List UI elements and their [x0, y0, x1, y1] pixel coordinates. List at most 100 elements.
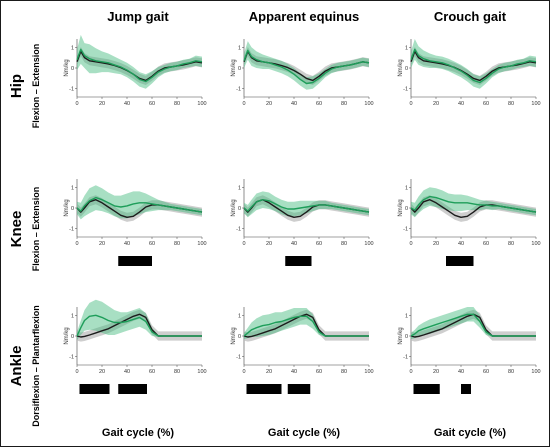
x-tick-label: 100 [197, 101, 206, 107]
group-line [243, 199, 370, 213]
y-tick-label: 0 [238, 66, 241, 72]
x-tick-label: 40 [291, 241, 297, 247]
significance-bar [285, 256, 312, 266]
reference-band [411, 309, 536, 342]
group-line [410, 48, 537, 84]
x-tick-label: 40 [291, 369, 297, 375]
reference-band [77, 309, 202, 342]
group-line [410, 195, 537, 213]
y-tick-label: 0 [405, 334, 408, 340]
x-tick-label: 60 [316, 241, 322, 247]
y-tick-label: 0 [71, 334, 74, 340]
y-tick-label: 1 [405, 313, 408, 319]
group-line [76, 48, 203, 83]
reference-band [411, 195, 536, 222]
row-subtitle-knee: Flexion – Extension [31, 187, 41, 272]
row-subtitle-ankle: Dorsiflexion – Plantarflexion [31, 305, 41, 427]
x-tick-label: 100 [197, 241, 206, 247]
reference-band [244, 195, 369, 222]
y-tick-label: 1 [238, 45, 241, 51]
group-band [244, 308, 369, 340]
significance-bar [246, 384, 282, 394]
x-tick-label: 0 [409, 369, 412, 375]
x-tick-label: 20 [99, 241, 105, 247]
y-tick-label: -1 [403, 355, 408, 361]
x-tick-label: 20 [99, 369, 105, 375]
x-tick-label: 20 [266, 241, 272, 247]
row-title-knee: Knee [8, 211, 25, 248]
column-title-jump-gait: Jump gait [107, 9, 169, 24]
y-tick-label: 1 [71, 313, 74, 319]
x-tick-label: 80 [174, 101, 180, 107]
x-tick-label: 40 [124, 369, 130, 375]
x-tick-label: 60 [316, 369, 322, 375]
x-tick-label: 80 [341, 241, 347, 247]
x-tick-label: 60 [149, 101, 155, 107]
x-tick-label: 40 [458, 101, 464, 107]
x-tick-label: 40 [124, 101, 130, 107]
significance-bar [118, 384, 147, 394]
x-tick-label: 20 [266, 369, 272, 375]
y-tick-label: -1 [69, 87, 74, 93]
x-axis-label-apparent-equinus: Gait cycle (%) [268, 427, 340, 439]
y-tick-label: -1 [69, 355, 74, 361]
significance-bar [79, 384, 110, 394]
x-tick-label: 60 [149, 241, 155, 247]
y-tick-label: 0 [238, 206, 241, 212]
x-tick-label: 40 [124, 241, 130, 247]
row-subtitle-hip: Flexion – Extension [31, 44, 41, 129]
x-tick-label: 20 [433, 241, 439, 247]
y-axis-label: Nm/kg [398, 59, 404, 76]
x-tick-label: 100 [364, 241, 373, 247]
x-tick-label: 0 [409, 101, 412, 107]
column-title-crouch-gait: Crouch gait [434, 9, 507, 24]
x-tick-label: 80 [341, 369, 347, 375]
x-tick-label: 80 [341, 101, 347, 107]
x-tick-label: 0 [242, 101, 245, 107]
x-tick-label: 0 [242, 241, 245, 247]
group-band [244, 191, 369, 218]
x-tick-label: 60 [483, 101, 489, 107]
x-tick-label: 60 [483, 241, 489, 247]
y-tick-label: 0 [71, 206, 74, 212]
x-tick-label: 20 [433, 101, 439, 107]
x-tick-label: 20 [433, 369, 439, 375]
x-tick-label: 80 [508, 241, 514, 247]
row-title-ankle: Ankle [8, 346, 25, 387]
x-axis-label-crouch-gait: Gait cycle (%) [434, 427, 506, 439]
x-tick-label: 40 [291, 101, 297, 107]
group-line [410, 313, 536, 337]
y-tick-label: 1 [238, 185, 241, 191]
significance-bar [413, 384, 440, 394]
significance-bar [118, 256, 152, 266]
y-axis-label: Nm/kg [64, 199, 70, 216]
y-axis-label: Nm/kg [64, 327, 70, 344]
x-tick-label: 80 [174, 369, 180, 375]
x-tick-label: 80 [174, 241, 180, 247]
y-axis-label: Nm/kg [231, 59, 237, 76]
x-tick-label: 100 [364, 369, 373, 375]
x-tick-label: 100 [531, 241, 540, 247]
x-tick-label: 60 [149, 369, 155, 375]
x-tick-label: 40 [458, 369, 464, 375]
y-tick-label: -1 [69, 227, 74, 233]
y-tick-label: 1 [71, 185, 74, 191]
y-tick-label: -1 [236, 227, 241, 233]
x-axis-label-jump-gait: Gait cycle (%) [102, 427, 174, 439]
y-tick-label: 0 [405, 206, 408, 212]
y-axis-label: Nm/kg [231, 199, 237, 216]
x-tick-label: 40 [458, 241, 464, 247]
group-band [77, 299, 202, 341]
y-axis-label: Nm/kg [231, 327, 237, 344]
group-line [243, 49, 370, 85]
y-axis-label: Nm/kg [64, 59, 70, 76]
